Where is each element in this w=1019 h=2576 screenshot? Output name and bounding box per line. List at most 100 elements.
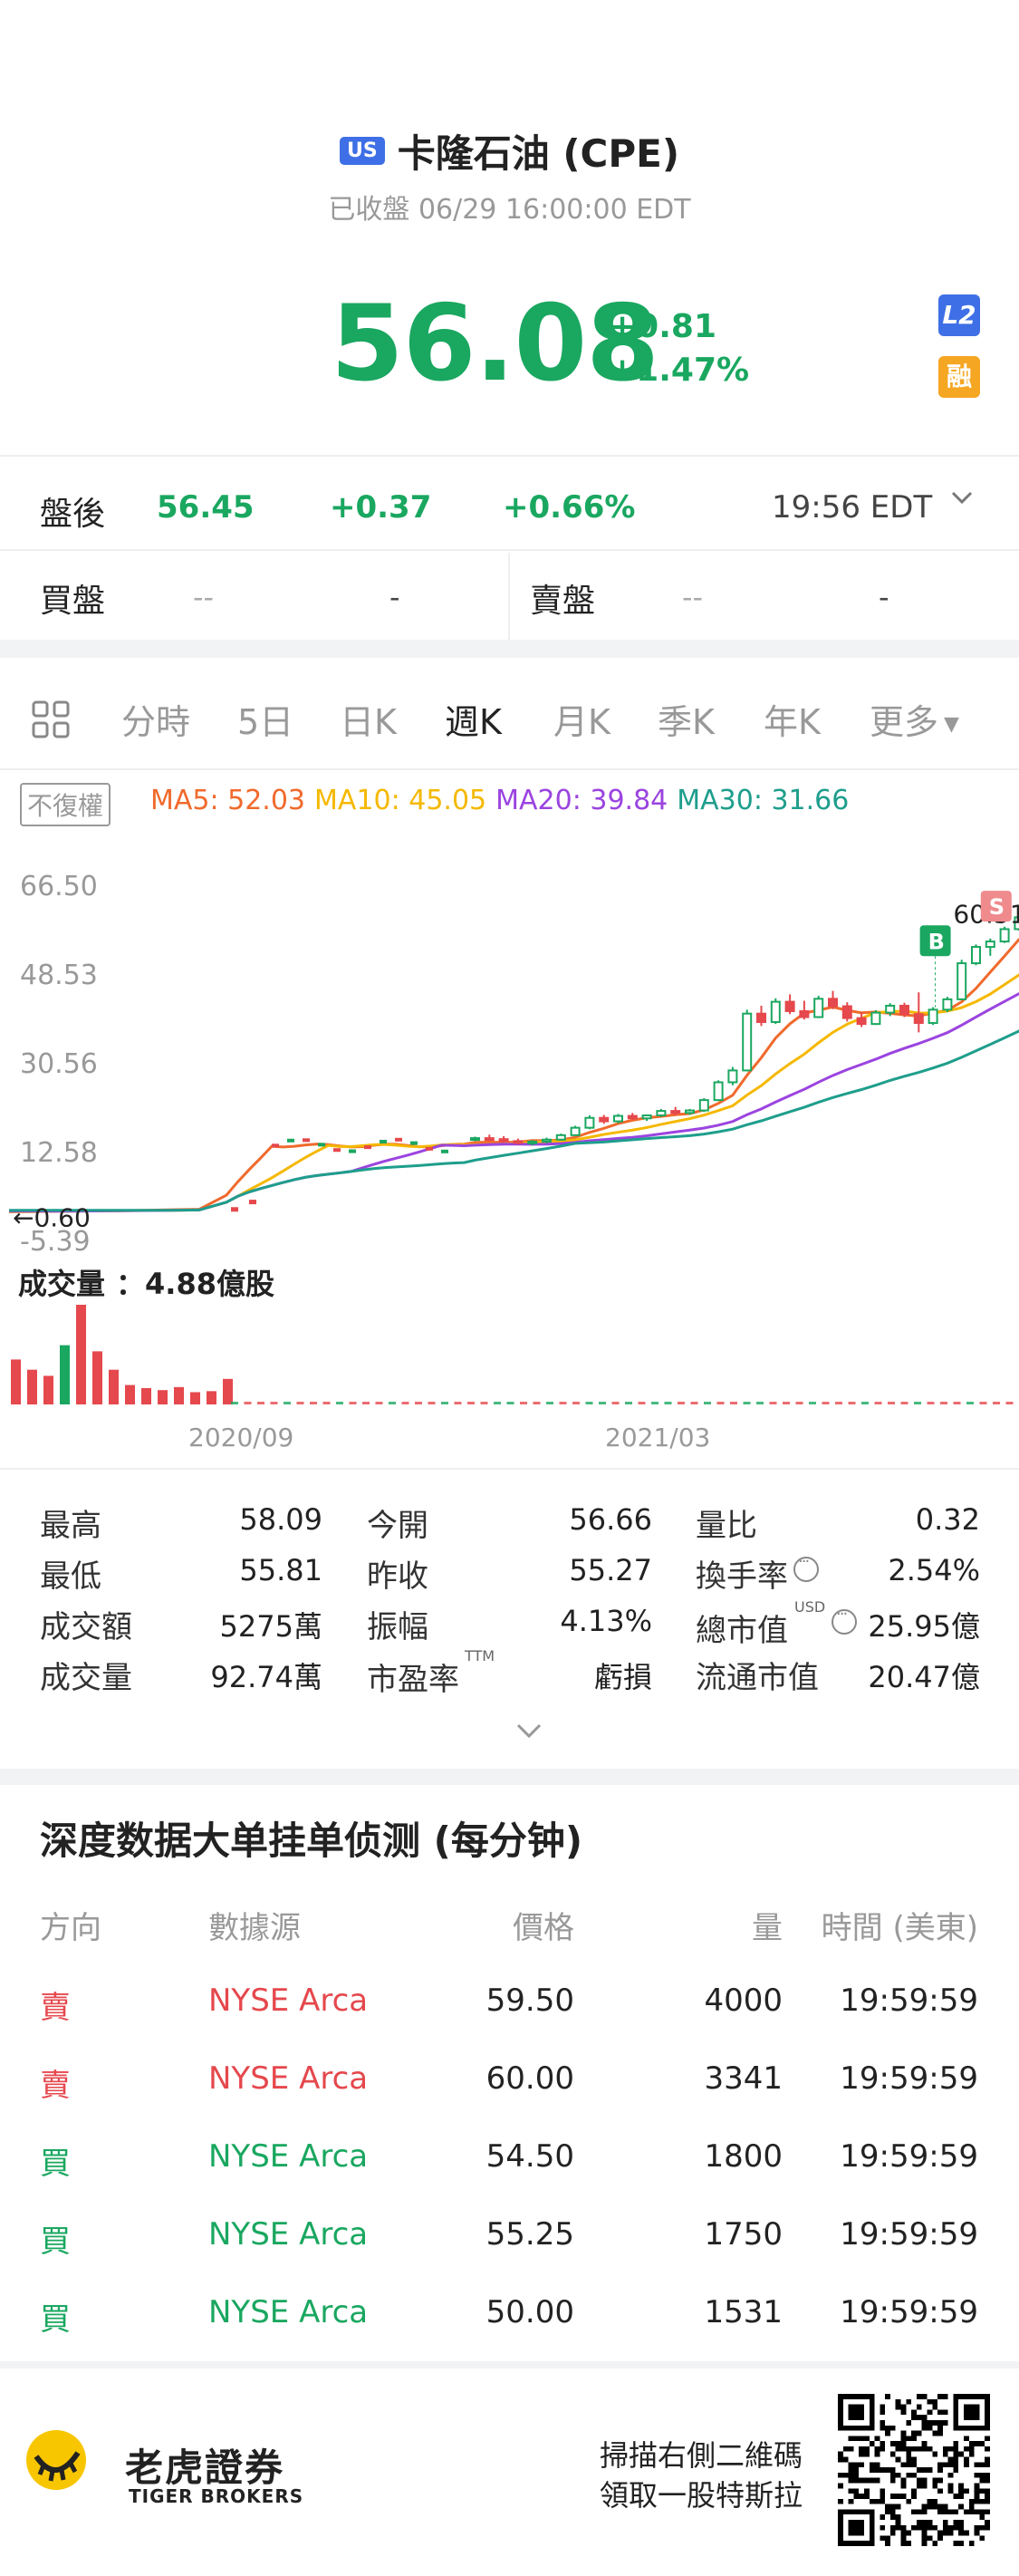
expand-chevron-icon[interactable] (514, 1720, 543, 1741)
candle (770, 1000, 781, 1023)
tab-daily-k[interactable]: 日K (340, 702, 397, 742)
period-tabs: 分時 5日 日K 週K 月K 季K 年K 更多 ▼ (0, 680, 1019, 752)
candle (698, 1099, 709, 1112)
l2-quote-badge[interactable]: L2 (938, 294, 980, 336)
stat-turnover-rate: 2.54% (888, 1553, 980, 1587)
info-icon[interactable] (793, 1552, 819, 1582)
volume-bar (207, 1391, 216, 1404)
volume-bar (362, 1402, 370, 1404)
volume-bar (244, 1402, 252, 1404)
volume-bar (389, 1402, 396, 1404)
after-hours-price: 56.45 (157, 489, 255, 526)
qr-code-icon[interactable] (838, 2394, 990, 2546)
volume-bar (190, 1392, 200, 1404)
candle (426, 1146, 433, 1151)
volume-bar (428, 1402, 436, 1404)
ma10-label: MA10: 45.05 (314, 785, 487, 816)
info-icon[interactable] (832, 1605, 857, 1635)
candle (885, 1004, 896, 1014)
depth-time: 19:59:59 (840, 2138, 978, 2175)
volume-bar (769, 1402, 777, 1404)
tab-yearly-k[interactable]: 年K (764, 702, 821, 742)
stat-float-cap-label: 流通市值 (696, 1660, 819, 1696)
candle (784, 1000, 795, 1012)
ma30-line (9, 1029, 1019, 1212)
ma20-line (9, 992, 1019, 1213)
volume-bar (822, 1402, 830, 1404)
y-tick-label: 12.58 (20, 1137, 98, 1169)
volume-bar (60, 1345, 70, 1404)
candle (441, 1149, 448, 1153)
stat-market-cap: 25.95億 (868, 1609, 980, 1644)
y-tick-label: 48.53 (20, 960, 98, 991)
candle (727, 1069, 738, 1084)
tab-more[interactable]: 更多 ▼ (870, 694, 959, 744)
stat-open-label: 今開 (367, 1508, 428, 1544)
divider (0, 768, 1019, 770)
candle (584, 1116, 595, 1129)
volume-bar (704, 1402, 711, 1404)
volume-bar (678, 1402, 685, 1404)
chart-layout-icon[interactable] (31, 699, 71, 739)
volume-bar (835, 1402, 842, 1404)
depth-side: 買 (40, 2146, 71, 2182)
volume-bar (494, 1402, 501, 1404)
ma30-label: MA30: 31.66 (677, 785, 850, 816)
margin-badge[interactable]: 融 (938, 356, 980, 398)
tab-quarterly-k[interactable]: 季K (658, 702, 715, 742)
stat-market-cap-label: 總市值 (696, 1613, 788, 1649)
stock-title-row: US 卡隆石油 (CPE) (0, 125, 1019, 176)
after-hours-time[interactable]: 19:56 EDT (772, 489, 933, 526)
volume-bar (611, 1402, 620, 1404)
depth-time: 19:59:59 (840, 2216, 978, 2253)
promo-line-1: 掃描右側二維碼 (600, 2438, 803, 2473)
buy-marker: B (928, 929, 945, 954)
volume-bar (401, 1402, 409, 1404)
volume-bar (664, 1402, 672, 1404)
depth-qty: 3341 (704, 2060, 783, 2097)
depth-time: 19:59:59 (840, 2294, 978, 2330)
depth-source: NYSE Arca (208, 2294, 369, 2330)
candle (656, 1110, 667, 1117)
tab-intraday[interactable]: 分時 (121, 702, 191, 742)
volume-bar (257, 1402, 264, 1404)
tab-more-label: 更多 (870, 702, 939, 742)
volume-bar (914, 1402, 921, 1404)
volume-bar (585, 1402, 593, 1404)
candle (957, 962, 967, 1000)
sell-marker: S (989, 894, 1005, 920)
stat-prev-close: 55.27 (569, 1553, 652, 1587)
stat-turnover-rate-label: 換手率 (696, 1558, 788, 1595)
stat-open: 56.66 (569, 1502, 652, 1537)
volume-bar (454, 1402, 462, 1404)
depth-header-price: 價格 (513, 1910, 574, 1946)
candle (249, 1200, 256, 1205)
tab-monthly-k[interactable]: 月K (553, 702, 610, 742)
tab-5-day[interactable]: 5日 (237, 702, 294, 742)
candle (685, 1109, 695, 1114)
candle (287, 1138, 294, 1143)
volume-bar (730, 1402, 737, 1404)
volume-bar (441, 1402, 448, 1404)
volume-bar (310, 1402, 317, 1404)
adjust-mode-badge[interactable]: 不復權 (20, 783, 111, 826)
buy-marker-bg (919, 925, 951, 957)
stat-high: 58.09 (239, 1502, 322, 1537)
volume-bar (900, 1402, 908, 1404)
depth-price: 55.25 (485, 2216, 574, 2253)
chevron-down-icon[interactable] (948, 484, 976, 511)
candle (828, 998, 838, 1008)
stat-volume-label: 成交量 (40, 1660, 132, 1696)
stat-amplitude: 4.13% (560, 1604, 652, 1638)
volume-bar (506, 1402, 514, 1404)
price-change-pct: +1.47% (609, 352, 750, 389)
depth-qty: 1531 (704, 2294, 783, 2330)
candle (613, 1114, 623, 1123)
volume-bar (336, 1402, 343, 1404)
candle (813, 998, 824, 1018)
stat-float-cap: 20.47億 (868, 1660, 980, 1694)
tab-weekly-k[interactable]: 週K (445, 702, 502, 742)
stat-turnover: 5275萬 (219, 1609, 322, 1644)
volume-bar (953, 1402, 961, 1404)
